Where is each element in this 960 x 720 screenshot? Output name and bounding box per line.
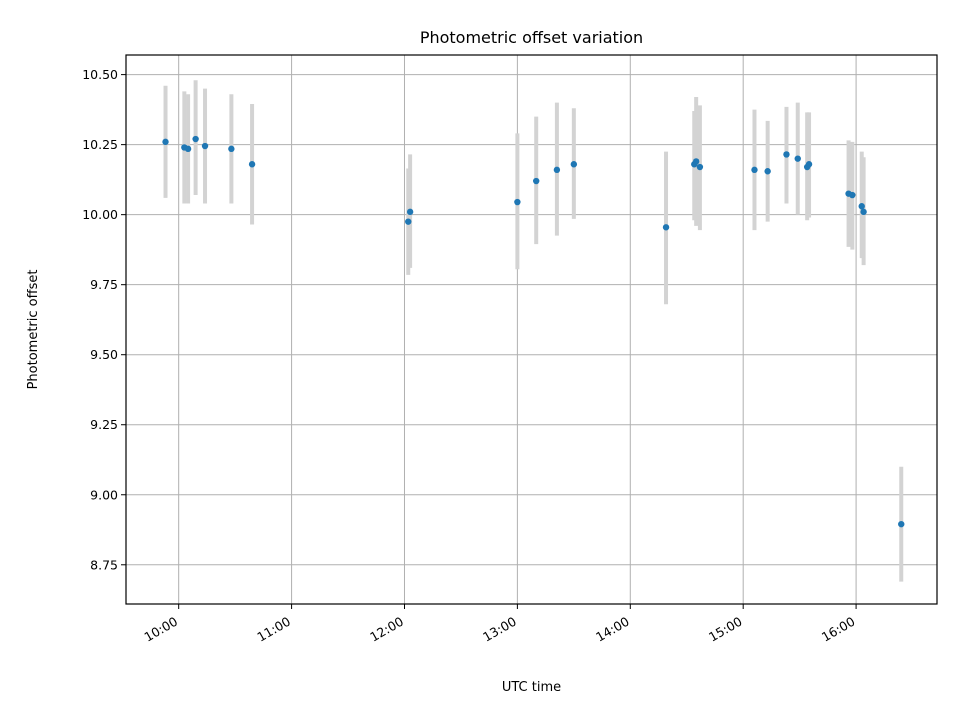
data-point (248, 161, 256, 168)
data-point (805, 161, 813, 168)
plot-area (126, 55, 937, 604)
data-point (898, 520, 905, 528)
plot-frame (125, 54, 938, 605)
data-point (570, 161, 578, 168)
data-point (858, 203, 865, 210)
data-point (228, 145, 235, 153)
y-axis-label: Photometric offset (26, 270, 41, 390)
x-tick-label: 16:00 (819, 614, 858, 645)
data-point (794, 155, 801, 162)
x-tick-label: 15:00 (706, 614, 745, 645)
y-tick-label: 8.75 (90, 557, 118, 572)
data-point (553, 166, 561, 174)
y-tick-label: 10.25 (82, 137, 118, 152)
x-axis-ticks: 10:00 11:00 12:00 13:00 14:00 15:00 16:00 (141, 604, 858, 645)
y-tick-label: 9.75 (90, 277, 118, 292)
data-point (201, 142, 209, 150)
x-tick-label: 12:00 (367, 614, 406, 645)
data-point (533, 177, 540, 185)
data-point (751, 166, 758, 174)
x-axis-label: UTC time (502, 680, 561, 695)
y-tick-label: 10.50 (82, 67, 118, 82)
x-tick-label: 10:00 (141, 614, 180, 645)
data-point (849, 191, 856, 199)
data-point (860, 208, 867, 216)
chart-title: Photometric offset variation (420, 28, 643, 47)
data-point (192, 135, 199, 143)
y-tick-label: 9.25 (90, 417, 118, 432)
data-points (162, 135, 905, 528)
y-axis-ticks: 8.75 9.00 9.25 9.50 9.75 10.00 10.25 10.50 (82, 67, 126, 572)
data-point (406, 208, 414, 216)
data-point (783, 151, 790, 158)
data-point (405, 218, 412, 225)
grid (126, 55, 937, 604)
data-point (184, 145, 192, 153)
data-point (514, 198, 521, 206)
y-tick-label: 9.50 (90, 347, 118, 362)
y-tick-label: 9.00 (90, 487, 118, 502)
data-point (696, 163, 704, 171)
x-tick-label: 11:00 (254, 614, 293, 645)
x-tick-label: 13:00 (480, 614, 519, 645)
data-point (764, 168, 771, 175)
y-tick-label: 10.00 (82, 207, 118, 222)
data-point (162, 138, 169, 146)
data-point (692, 158, 700, 165)
x-tick-label: 14:00 (593, 614, 632, 645)
data-point (662, 224, 670, 231)
